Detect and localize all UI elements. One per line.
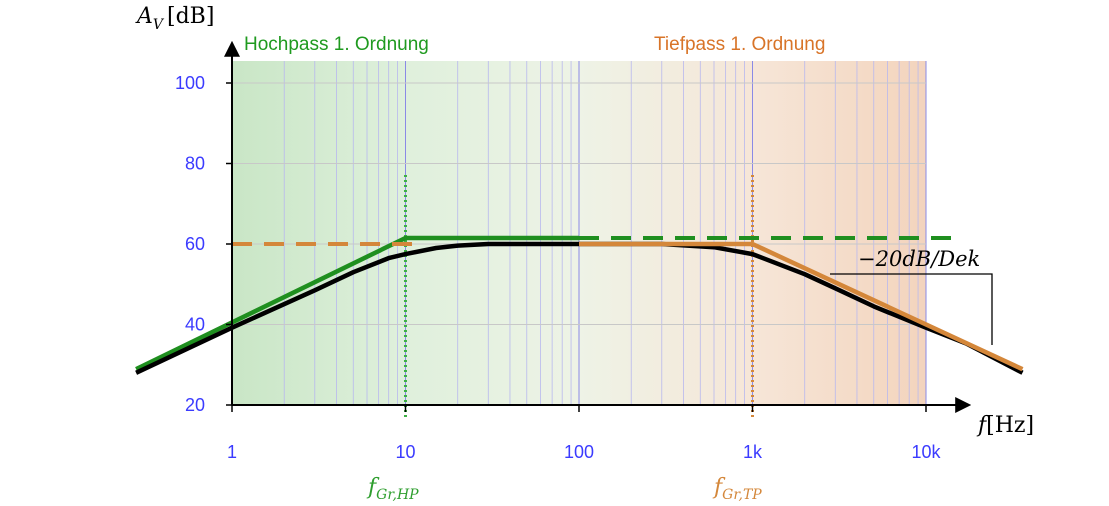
series-tiefpass-asymptote	[579, 241, 1024, 372]
corner-frequency-lines	[404, 175, 754, 419]
tick-labels: 20 40 60 80 100 1 10 100 1k 10k	[175, 73, 942, 462]
slope-annotation-leader	[830, 273, 993, 345]
region-label-hochpass: Hochpass 1. Ordnung	[244, 34, 429, 55]
y-tick-label: 40	[185, 315, 205, 335]
x-tick-label: 10k	[911, 442, 941, 462]
y-tick-label: 20	[185, 395, 205, 415]
x-tick-label: 10	[395, 442, 415, 462]
series-group	[135, 235, 1024, 375]
axes	[224, 40, 972, 413]
y-axis-label: AV [dB]	[135, 4, 214, 33]
y-tick-label: 80	[185, 154, 205, 174]
x-tick-label: 100	[564, 442, 594, 462]
region-label-tiefpass: Tiefpass 1. Ordnung	[654, 34, 825, 55]
x-axis-label: f[Hz]	[976, 413, 1034, 438]
y-tick-label: 100	[175, 73, 205, 93]
slope-annotation: −20dB/Dek	[858, 247, 980, 271]
x-tick-label: 1k	[743, 442, 763, 462]
grid	[232, 61, 927, 405]
series-hochpass-asymptote	[135, 235, 579, 372]
y-tick-label: 60	[185, 234, 205, 254]
corner-label-hp: fGr,HP	[366, 475, 419, 503]
x-tick-label: 1	[227, 442, 237, 462]
corner-label-tp: fGr,TP	[712, 475, 762, 503]
